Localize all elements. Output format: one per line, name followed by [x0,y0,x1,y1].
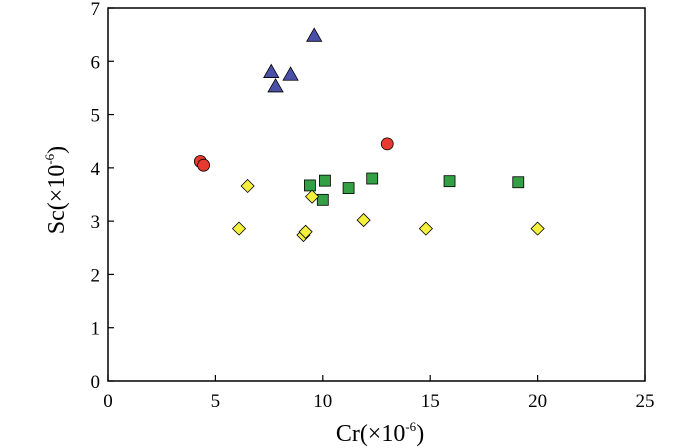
diamond-point [304,189,320,204]
square-point [512,176,525,189]
triangle-point [282,66,299,81]
triangle-point [306,27,323,42]
x-tick-label: 0 [103,391,113,412]
y-tick-label: 5 [91,106,101,127]
square-point [443,175,456,188]
diamond-point [240,178,255,194]
square-point [304,179,316,192]
x-tick-label: 10 [313,391,332,412]
x-tick-label: 20 [528,391,547,412]
circle-point [197,158,210,172]
y-tick-label: 3 [91,212,101,233]
y-tick-label: 7 [91,0,101,20]
plot-frame [107,7,646,382]
triangle-point [263,63,280,78]
square-point [316,193,329,206]
y-tick-label: 1 [91,319,101,340]
diamond-point [418,221,433,236]
y-tick-label: 6 [91,52,101,73]
diamond-point [231,221,247,236]
y-tick-label: 2 [91,265,101,286]
axis-ticks [107,7,646,382]
tick-labels: 0 5 10 15 20 25 0 1 2 3 4 5 6 7 [91,0,655,412]
diamond-point [298,224,313,239]
square-point [319,174,331,187]
triangle-point [267,78,284,93]
x-tick-label: 5 [211,391,221,412]
y-tick-label: 4 [91,159,101,180]
data-points [193,27,545,243]
diamond-point [356,213,371,228]
x-tick-label: 25 [636,391,655,412]
y-tick-label: 0 [91,372,101,393]
x-tick-label: 15 [421,391,440,412]
square-point [366,172,379,185]
square-point [342,182,355,195]
circle-point [380,137,394,151]
y-axis-label: Sc(×10-6) [42,146,70,234]
diamond-point [530,221,545,236]
x-axis-label: Cr(×10-6) [336,419,424,447]
